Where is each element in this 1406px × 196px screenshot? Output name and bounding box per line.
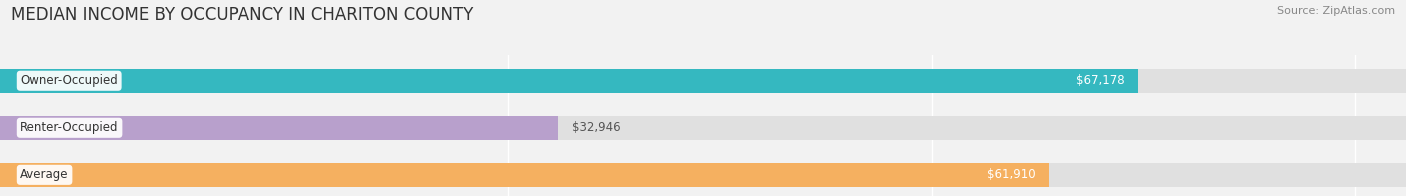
Bar — [0, 163, 1049, 187]
Bar — [0, 116, 1406, 140]
Text: Renter-Occupied: Renter-Occupied — [20, 121, 120, 134]
Bar — [0, 163, 1406, 187]
Bar — [0, 69, 1137, 93]
Bar — [0, 116, 558, 140]
Text: $67,178: $67,178 — [1076, 74, 1125, 87]
Text: Owner-Occupied: Owner-Occupied — [20, 74, 118, 87]
Text: $32,946: $32,946 — [572, 121, 620, 134]
Bar — [0, 69, 1406, 93]
Text: MEDIAN INCOME BY OCCUPANCY IN CHARITON COUNTY: MEDIAN INCOME BY OCCUPANCY IN CHARITON C… — [11, 6, 474, 24]
Text: $61,910: $61,910 — [987, 168, 1035, 181]
Text: Source: ZipAtlas.com: Source: ZipAtlas.com — [1277, 6, 1395, 16]
Text: Average: Average — [20, 168, 69, 181]
